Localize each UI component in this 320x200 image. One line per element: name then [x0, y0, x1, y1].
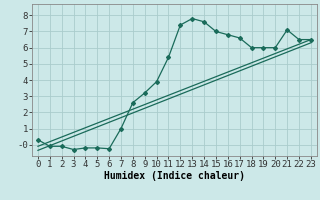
X-axis label: Humidex (Indice chaleur): Humidex (Indice chaleur): [104, 171, 245, 181]
